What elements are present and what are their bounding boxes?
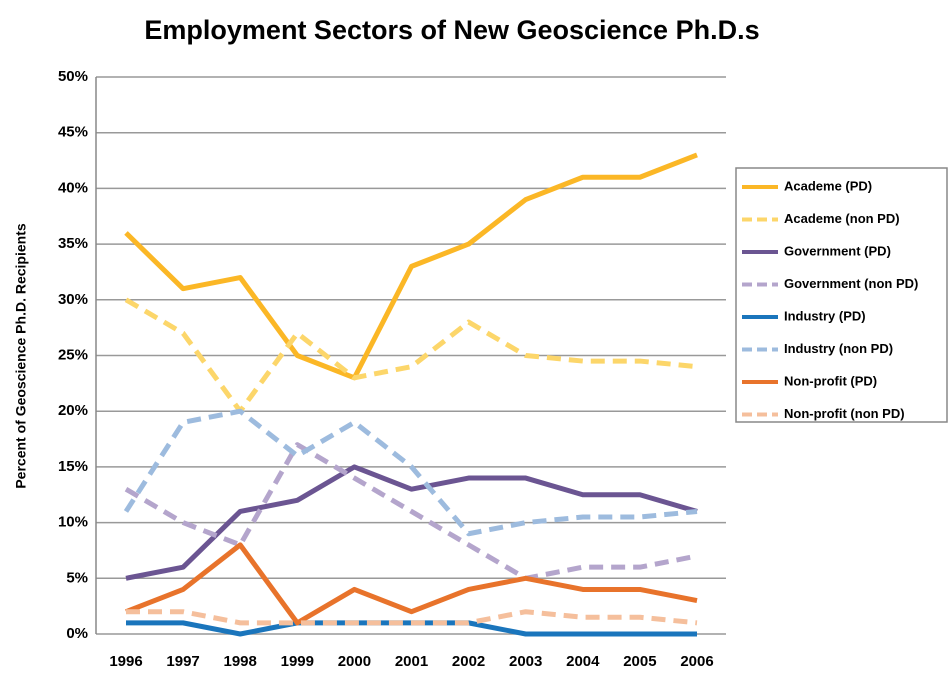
y-tick-label: 10%	[58, 514, 88, 531]
legend-label: Non-profit (PD)	[784, 373, 877, 388]
y-tick-label: 15%	[58, 458, 88, 475]
y-tick-label: 35%	[58, 235, 88, 252]
legend-box	[735, 167, 948, 423]
y-tick-label: 20%	[58, 402, 88, 419]
x-tick-label: 1999	[281, 653, 314, 670]
x-tick-label: 2005	[623, 653, 656, 670]
series-line	[124, 297, 698, 414]
legend-label: Industry (non PD)	[784, 341, 893, 356]
series-line	[125, 542, 698, 626]
legend-label: Government (PD)	[784, 243, 891, 258]
series-line	[124, 152, 698, 381]
x-tick-label: 2002	[452, 653, 485, 670]
y-tick-label: 5%	[66, 569, 88, 586]
legend-label: Industry (PD)	[784, 308, 866, 323]
y-tick-label: 25%	[58, 346, 88, 363]
y-tick-label: 40%	[58, 179, 88, 196]
legend-label: Academe (PD)	[784, 178, 872, 193]
x-tick-label: 1998	[224, 653, 257, 670]
series-line	[125, 464, 698, 581]
y-axis-label: Percent of Geoscience Ph.D. Recipients	[13, 223, 29, 489]
series-line	[123, 408, 698, 537]
y-tick-label: 0%	[66, 625, 88, 642]
y-tick-label: 30%	[58, 291, 88, 308]
x-tick-label: 2001	[395, 653, 428, 670]
legend-label: Government (non PD)	[784, 276, 918, 291]
y-tick-label: 50%	[58, 68, 88, 85]
series-line	[124, 442, 698, 581]
legend-label: Non-profit (non PD)	[784, 406, 905, 421]
chart-title: Employment Sectors of New Geoscience Ph.…	[144, 15, 759, 45]
legend-label: Academe (non PD)	[784, 211, 900, 226]
series-line	[126, 609, 698, 626]
x-tick-label: 2006	[680, 653, 713, 670]
x-tick-label: 2000	[338, 653, 371, 670]
y-tick-label: 45%	[58, 124, 88, 141]
x-tick-label: 2003	[509, 653, 542, 670]
x-tick-label: 1996	[109, 653, 142, 670]
x-tick-label: 2004	[566, 653, 600, 670]
x-tick-label: 1997	[166, 653, 199, 670]
